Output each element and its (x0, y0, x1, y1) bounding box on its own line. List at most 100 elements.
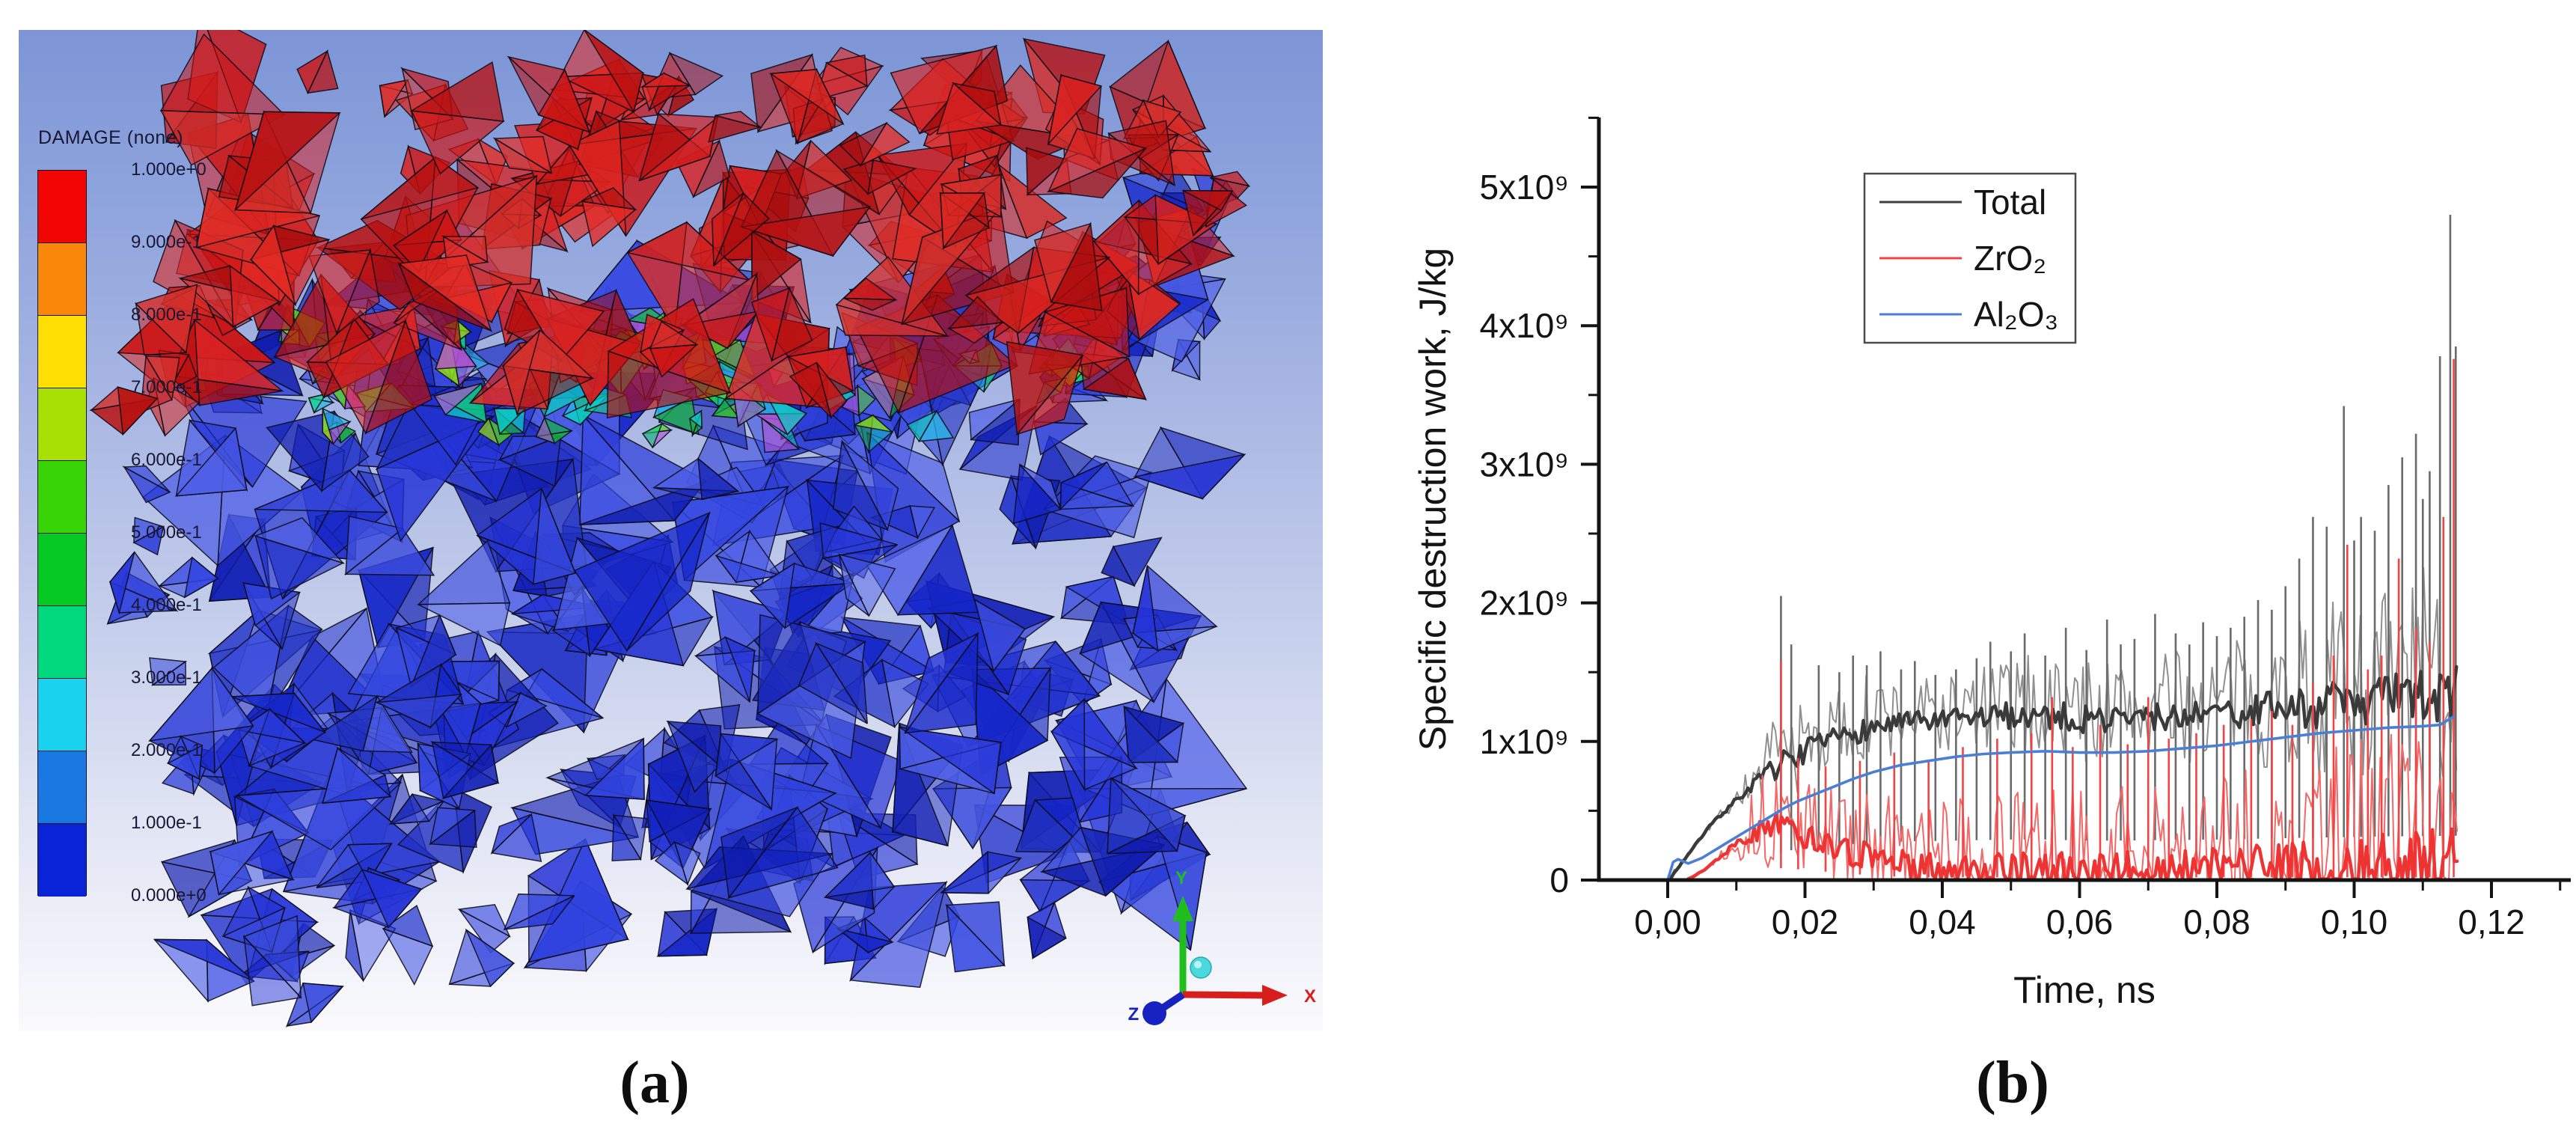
mesh-face (492, 135, 553, 174)
mesh-face (504, 895, 575, 930)
mesh-face (936, 82, 1003, 135)
mesh-face (465, 928, 515, 988)
colorbar-label: 5.000e-1 (131, 522, 202, 543)
mesh-face (167, 353, 198, 393)
mesh-face (823, 852, 896, 899)
series-body (1669, 665, 2459, 880)
mesh-face (308, 393, 328, 415)
mesh-face (968, 398, 1021, 442)
colorbar (37, 170, 87, 897)
y-tick-label: 2x10⁹ (1480, 584, 1569, 623)
triad-z-ball (1142, 1001, 1166, 1025)
mesh-face (150, 660, 187, 686)
mesh-face (237, 708, 307, 744)
mesh-face (841, 441, 899, 531)
colorbar-band-3 (38, 388, 86, 461)
triad-marker-sphere-highlight (1194, 961, 1202, 968)
mesh-face (322, 408, 334, 445)
mesh-face (1019, 879, 1092, 913)
mesh-face (688, 409, 703, 430)
mesh-face (727, 806, 839, 900)
mesh-face (768, 68, 845, 126)
y-tick-label: 5x10⁹ (1480, 168, 1569, 207)
mesh-face (506, 668, 604, 719)
mesh-face (946, 903, 1006, 973)
mesh-face (148, 667, 254, 742)
mesh-face (502, 328, 542, 417)
damage-colorbar-legend: DAMAGE (none) 1.000e+0 9.000e-1 8.000e-1 7.… (19, 30, 213, 965)
mesh-face (711, 398, 741, 419)
mesh-face (976, 120, 1089, 160)
mesh-face (789, 361, 833, 420)
mesh-face (697, 457, 739, 501)
mesh-face (477, 417, 500, 447)
mesh-face (154, 938, 254, 982)
mesh-face (881, 659, 929, 729)
colorbar-label: 0.000e+0 (131, 885, 206, 906)
mesh-face (417, 602, 511, 647)
mesh-face (234, 111, 341, 212)
mesh-face (839, 121, 888, 167)
mesh-face (606, 350, 732, 419)
mesh-face (144, 355, 180, 402)
mesh-face (667, 721, 721, 793)
colorbar-label: 4.000e-1 (131, 595, 202, 615)
colorbar-band-9 (38, 824, 86, 897)
mesh-face (715, 555, 781, 583)
triad-marker-sphere (1190, 956, 1212, 979)
mesh-face (641, 422, 664, 449)
axes: 0,00 0,02 0,04 0,06 0,08 0,10 0,12 0 1x10⁹ 2x10⁹ 3… (1412, 116, 2571, 1011)
mesh-face (751, 230, 802, 301)
mesh-face (535, 416, 556, 445)
y-tick-label: 1x10⁹ (1480, 722, 1569, 761)
mesh-face (537, 68, 591, 133)
x-tick-label: 0,10 (2321, 903, 2388, 941)
y-tick-label: 4x10⁹ (1480, 306, 1569, 345)
mesh-face (836, 928, 895, 953)
x-axis-title: Time, ns (2013, 969, 2156, 1011)
mesh-face (266, 410, 335, 492)
mesh-face (715, 111, 761, 128)
mesh-face (741, 206, 872, 257)
triad-z-label: Z (1128, 1004, 1139, 1024)
mesh-region-blue-left-fringe (106, 465, 219, 686)
mesh-face (254, 469, 388, 513)
mesh-face (824, 54, 868, 88)
mesh-face (174, 427, 248, 497)
mesh-face (853, 414, 894, 433)
x-tick-label: 0,12 (2458, 903, 2525, 941)
damage-mesh-rendering: Y X Z (89, 30, 1316, 1028)
mesh-face (308, 249, 371, 335)
mesh-face (1132, 565, 1159, 652)
mesh-face (715, 733, 779, 778)
colorbar-label: 7.000e-1 (131, 377, 202, 397)
mesh-region-red-main (117, 30, 1235, 436)
mesh-face (1006, 341, 1084, 436)
mesh-face (254, 517, 345, 564)
mesh-face (243, 935, 302, 1007)
mesh-face (132, 525, 165, 556)
mesh-face (899, 727, 1002, 795)
mesh-face (645, 799, 712, 870)
mesh-face (1101, 545, 1136, 587)
mesh-face (1154, 194, 1218, 266)
colorbar-band-6 (38, 606, 86, 679)
mesh-face (347, 843, 393, 883)
axis-triad: Y X Z (1128, 868, 1316, 1025)
mesh-face (940, 192, 985, 250)
mesh-face (1082, 357, 1147, 400)
y-axis-title: Specific destruction work, J/kg (1412, 248, 1454, 751)
colorbar-band-1 (38, 243, 86, 316)
mesh-face (771, 286, 813, 362)
triad-y-label: Y (1175, 868, 1187, 888)
mesh-face (1123, 705, 1179, 763)
mesh-face (626, 512, 711, 651)
mesh-face (183, 556, 219, 599)
mesh-face (166, 744, 204, 781)
triad-y-arrowhead (1172, 896, 1193, 921)
mesh-face (654, 840, 689, 886)
mesh-face (409, 61, 504, 122)
mesh-face (159, 110, 287, 166)
mesh-face (611, 813, 642, 861)
legend-label: Total (1974, 183, 2046, 222)
